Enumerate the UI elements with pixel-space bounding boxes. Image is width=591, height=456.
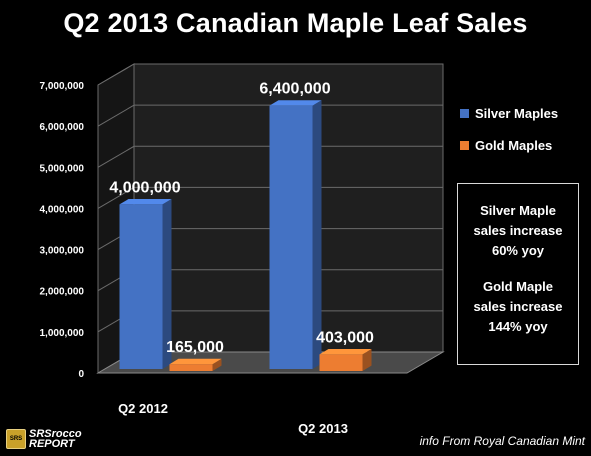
source-credit: info From Royal Canadian Mint (419, 434, 585, 448)
legend-swatch-silver (460, 108, 469, 118)
y-tick-label: 4,000,000 (40, 204, 85, 215)
data-label: 403,000 (316, 329, 374, 346)
gridline (97, 186, 443, 209)
bar-silver-0 (119, 199, 172, 369)
legend-swatch-gold (460, 140, 469, 150)
y-tick-label: 7,000,000 (40, 81, 85, 92)
y-tick-label: 2,000,000 (40, 287, 85, 298)
note-line-4: Gold Maple (482, 279, 554, 294)
note-line-3: 60% yoy (491, 243, 545, 258)
note-line-2: sales increase (473, 223, 563, 238)
brand-line-1: SRSrocco (29, 428, 82, 440)
chart-labels: 0 1,000,000 2,000,000 3,000,000 4,000,000 5,0… (40, 81, 375, 436)
brand-line-2: REPORT (29, 438, 75, 450)
gridline (97, 145, 443, 168)
bar-front (169, 364, 213, 371)
data-label: 4,000,000 (109, 179, 180, 196)
legend-label-gold: Gold Maples (475, 137, 553, 153)
bar-front (119, 204, 163, 369)
brand-logo: SRS SRSrocco REPORT (6, 426, 90, 452)
bar-silver-1 (269, 100, 322, 370)
bar-side (312, 100, 322, 370)
y-tick-label: 5,000,000 (40, 163, 85, 174)
legend-label-silver: Silver Maples (475, 105, 559, 121)
y-tick-label: 1,000,000 (40, 328, 85, 339)
gridline (97, 104, 443, 127)
y-tick-label: 0 (78, 369, 84, 380)
bar-side (162, 199, 172, 369)
note-line-5: sales increase (473, 299, 563, 314)
note-line-6: 144% yoy (488, 319, 548, 334)
legend-item-gold: Gold Maples (460, 136, 558, 154)
chart-bars (119, 100, 372, 371)
y-tick-label: 6,000,000 (40, 122, 85, 133)
note-line-1: Silver Maple (480, 203, 556, 218)
x-tick-label: Q2 2013 (298, 421, 348, 436)
bar-side (212, 358, 222, 371)
annotation-box: Silver Maple sales increase 60% yoy Gold… (457, 183, 579, 365)
x-tick-label: Q2 2012 (118, 401, 168, 416)
bar-top (319, 349, 372, 355)
bar-top (269, 100, 322, 106)
y-tick-label: 3,000,000 (40, 246, 85, 257)
chart-legend: Silver Maples Gold Maples (460, 104, 558, 168)
bar-front (319, 354, 363, 371)
bar-top (119, 199, 172, 205)
brand-badge-icon: SRS (6, 429, 26, 449)
data-label: 6,400,000 (259, 81, 330, 98)
bar-top (169, 358, 222, 365)
bar-gold-1 (319, 349, 372, 371)
bar-gold-0 (169, 358, 222, 371)
legend-item-silver: Silver Maples (460, 104, 558, 122)
bar-front (269, 105, 313, 369)
chart-title: Q2 2013 Canadian Maple Leaf Sales (63, 8, 528, 38)
data-label: 165,000 (166, 339, 224, 356)
gridline (97, 63, 443, 86)
bar-side (362, 349, 372, 371)
